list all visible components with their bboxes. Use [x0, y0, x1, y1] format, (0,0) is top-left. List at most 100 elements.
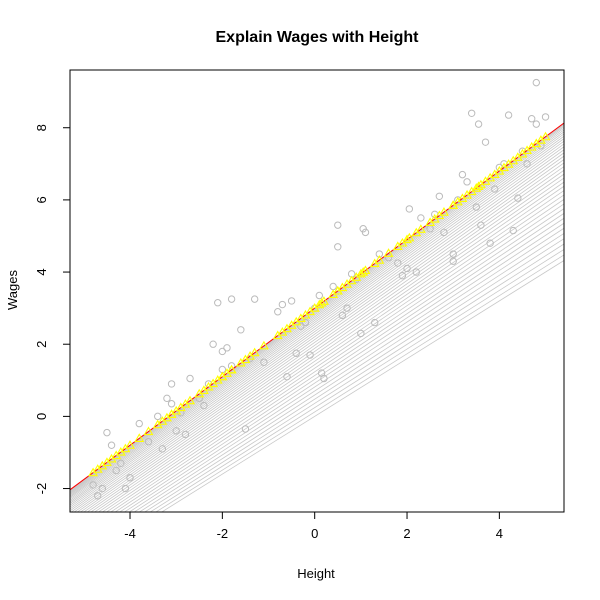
fitted-point: [316, 297, 327, 307]
data-point: [527, 115, 536, 123]
fan-line: [144, 243, 564, 512]
data-point: [186, 374, 194, 383]
data-point: [163, 394, 171, 403]
data-point: [306, 351, 314, 359]
data-point: [209, 340, 217, 348]
data-point: [315, 291, 324, 300]
data-point: [398, 271, 407, 280]
fitted-point: [125, 440, 135, 449]
y-tick-label: 4: [34, 268, 49, 275]
data-point: [227, 295, 236, 303]
fitted-point: [404, 232, 415, 242]
data-point: [297, 322, 305, 330]
fan-lines-group: [70, 122, 564, 512]
fan-line: [161, 260, 564, 512]
data-point: [474, 120, 483, 128]
data-point: [343, 304, 351, 312]
data-point: [94, 492, 102, 500]
fan-line: [123, 222, 564, 512]
fan-line: [70, 155, 564, 510]
data-point: [472, 203, 480, 211]
data-point: [481, 138, 490, 146]
fan-line: [70, 146, 564, 504]
fan-line: [70, 138, 564, 500]
data-point: [172, 427, 180, 435]
fan-line: [83, 177, 564, 512]
fitted-point: [473, 181, 484, 191]
data-point: [467, 109, 476, 117]
fitted-point: [143, 426, 154, 436]
y-tick-label: 6: [34, 196, 49, 203]
data-point: [107, 441, 116, 449]
fan-line: [105, 203, 564, 512]
data-point: [359, 225, 367, 233]
fan-line: [70, 162, 564, 512]
fitted-point: [540, 131, 551, 141]
data-point: [241, 425, 250, 433]
data-point: [112, 466, 120, 475]
data-point: [103, 428, 111, 437]
fitted-point: [415, 224, 426, 233]
data-point: [486, 239, 494, 247]
data-point: [200, 401, 208, 410]
data-point: [394, 259, 402, 267]
fan-line: [86, 181, 564, 512]
fitted-point: [429, 213, 440, 223]
data-point: [463, 178, 471, 186]
data-point: [412, 268, 420, 276]
fitted-point: [360, 265, 371, 274]
fan-line: [70, 129, 564, 495]
fan-line: [70, 143, 564, 503]
fitted-point: [134, 433, 145, 442]
fan-line: [110, 208, 564, 512]
fitted-point: [258, 340, 269, 350]
data-point: [491, 185, 499, 193]
fan-line: [97, 194, 564, 512]
fitted-point: [374, 255, 385, 264]
x-tick-label: 4: [496, 526, 503, 541]
data-point: [334, 221, 342, 229]
fan-line: [79, 173, 564, 512]
x-axis-title: Height: [297, 566, 335, 581]
data-point: [260, 358, 268, 366]
fan-line: [70, 152, 564, 508]
x-tick-label: -4: [124, 526, 136, 541]
data-point: [89, 481, 97, 489]
fitted-point: [318, 296, 329, 305]
data-point: [384, 253, 393, 262]
fitted-point: [166, 409, 177, 418]
fan-line: [93, 190, 564, 512]
data-point: [158, 445, 167, 453]
data-point: [144, 437, 153, 446]
data-point: [167, 380, 176, 388]
fitted-point: [358, 267, 369, 276]
data-point: [181, 430, 190, 439]
fan-line: [70, 140, 564, 501]
x-tick-label: 2: [403, 526, 410, 541]
data-point: [278, 300, 287, 309]
data-point: [532, 120, 540, 128]
fan-line: [119, 217, 564, 512]
data-point: [334, 243, 342, 251]
fitted-point: [295, 313, 306, 322]
data-point: [283, 372, 291, 381]
fan-line: [149, 249, 564, 512]
fan-line: [70, 159, 564, 512]
fan-line: [114, 213, 564, 512]
fitted-point: [226, 364, 237, 374]
data-point: [514, 194, 522, 202]
data-point: [523, 160, 531, 168]
data-point: [449, 250, 457, 258]
data-point: [541, 113, 550, 121]
x-tick-label: 0: [311, 526, 318, 541]
fitted-point: [402, 234, 412, 244]
fan-line: [128, 227, 564, 512]
y-tick-label: 2: [34, 341, 49, 348]
data-point: [223, 344, 231, 352]
data-point: [405, 205, 414, 213]
fan-line: [90, 185, 564, 512]
data-point: [177, 409, 185, 417]
data-point: [126, 474, 134, 482]
fitted-point: [494, 165, 505, 175]
data-point: [509, 226, 517, 235]
